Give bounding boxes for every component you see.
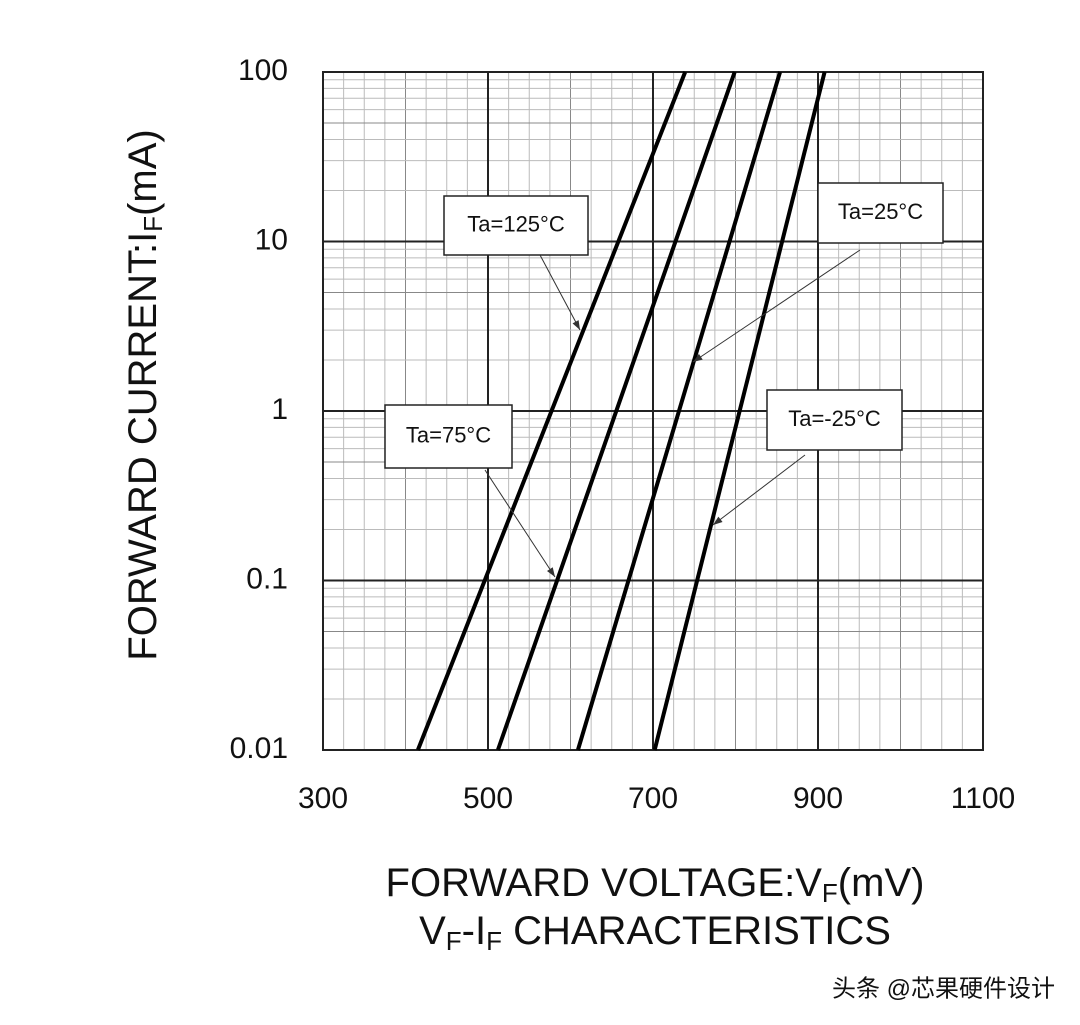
text-part: (mA) [121, 129, 165, 216]
text-part: V [419, 909, 446, 953]
x-axis-title: FORWARD VOLTAGE:VF(mV) [386, 861, 925, 908]
x-tick-label: 300 [298, 782, 348, 815]
annotation-box [817, 182, 944, 244]
y-tick-label: 1 [271, 393, 288, 426]
series-line [576, 71, 782, 751]
annotation-arrow [539, 254, 581, 331]
subscript: F [822, 878, 838, 908]
subscript: F [446, 926, 462, 956]
annotation-arrow [692, 249, 861, 363]
watermark: 头条 @芯果硬件设计 [832, 975, 1055, 1002]
annotation-arrow [712, 454, 806, 526]
labels: 300 500 700 900 1100 0.01 0.1 1 10 100 FORWARD VOL… [121, 54, 1055, 1002]
x-tick-label: 900 [793, 782, 843, 815]
annotations: Ta=125°C Ta=75°C Ta=25°C Ta=-25°C [384, 182, 944, 578]
y-tick-label: 0.1 [246, 562, 288, 595]
y-tick-label: 100 [238, 54, 288, 87]
annotation-box [443, 195, 589, 256]
annotation-box [766, 389, 903, 451]
text-part: CHARACTERISTICS [502, 909, 891, 953]
y-axis-title: FORWARD CURRENT:IF(mA) [121, 129, 168, 660]
text-part: (mV) [838, 861, 925, 905]
y-tick-label: 10 [255, 223, 288, 256]
series-line [496, 71, 737, 751]
x-tick-label: 500 [463, 782, 513, 815]
arrow-head [572, 320, 580, 330]
arrow-head [546, 567, 555, 577]
lines [416, 71, 827, 751]
text-part: FORWARD CURRENT:I [121, 232, 165, 661]
annotation-label: Ta=25°C [838, 199, 923, 224]
arrow-head [693, 353, 703, 362]
annotation-label: Ta=125°C [467, 211, 565, 236]
series-line [416, 71, 688, 751]
text-part: FORWARD VOLTAGE:V [386, 861, 823, 905]
subscript: F [486, 926, 502, 956]
annotation-label: Ta=-25°C [788, 406, 881, 431]
annotation-label: Ta=75°C [406, 422, 491, 447]
arrow-head [713, 516, 723, 525]
series-line [652, 71, 827, 751]
annotation-box [384, 404, 513, 469]
y-tick-label: 0.01 [230, 732, 288, 765]
chart-title: VF-IF CHARACTERISTICS [419, 909, 891, 956]
x-tick-label: 700 [628, 782, 678, 815]
annotation-arrow [484, 469, 556, 578]
plot-frame [322, 71, 984, 751]
x-tick-label: 1100 [951, 782, 1016, 815]
text-part: -I [462, 909, 486, 953]
subscript: F [138, 216, 168, 232]
